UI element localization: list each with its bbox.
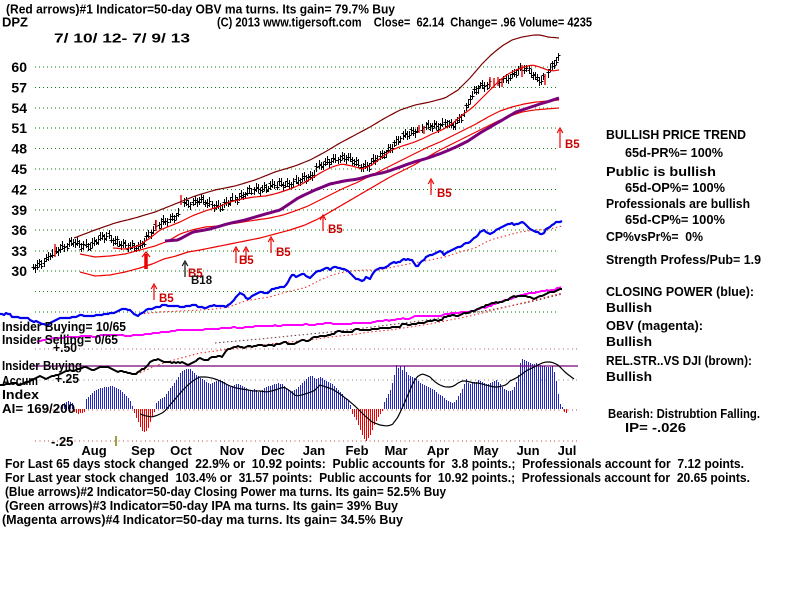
svg-text:For Last year stock changed 1: For Last year stock changed 103.4% or 31… — [5, 470, 750, 485]
svg-text:B5: B5 — [276, 247, 291, 259]
svg-text:B5: B5 — [328, 224, 343, 236]
svg-text:B5: B5 — [437, 188, 452, 200]
svg-text:60: 60 — [11, 59, 27, 75]
svg-text:36: 36 — [11, 222, 27, 238]
svg-text:39: 39 — [11, 202, 27, 218]
svg-text:Insider Selling= 0/65: Insider Selling= 0/65 — [2, 332, 118, 347]
svg-text:Insider Buying: Insider Buying — [2, 358, 82, 373]
svg-text:(Blue arrows)#2 Indicator=50-d: (Blue arrows)#2 Indicator=50-day Closing… — [5, 484, 447, 499]
svg-text:OBV (magenta):: OBV (magenta): — [606, 318, 703, 333]
svg-text:57: 57 — [11, 80, 27, 96]
svg-text:Bullish: Bullish — [606, 369, 652, 384]
svg-text:Sep: Sep — [131, 443, 155, 458]
svg-text:Mar: Mar — [384, 443, 407, 458]
svg-text:33: 33 — [11, 243, 27, 259]
svg-text:Jan: Jan — [303, 443, 325, 458]
svg-text:48: 48 — [11, 141, 27, 157]
svg-text:May: May — [473, 443, 499, 458]
svg-text:Professionals are bullish: Professionals are bullish — [606, 196, 750, 211]
svg-text:Index: Index — [2, 387, 40, 402]
svg-text:B5: B5 — [565, 139, 580, 151]
svg-text:Jul: Jul — [558, 443, 577, 458]
svg-text:Oct: Oct — [170, 443, 192, 458]
svg-text:65d-CP%= 100%: 65d-CP%= 100% — [625, 212, 725, 227]
svg-text:B5: B5 — [159, 293, 174, 305]
svg-text:BULLISH PRICE TREND: BULLISH PRICE TREND — [606, 127, 746, 142]
svg-text:7/ 10/ 12- 7/ 9/ 13: 7/ 10/ 12- 7/ 9/ 13 — [54, 31, 190, 46]
svg-text:AI= 169/200: AI= 169/200 — [2, 401, 75, 416]
svg-text:DPZ: DPZ — [2, 15, 28, 30]
svg-text:B5: B5 — [239, 255, 254, 267]
svg-text:Aug: Aug — [81, 443, 106, 458]
svg-text:Strength Profess/Pub= 1.9: Strength Profess/Pub= 1.9 — [606, 252, 761, 267]
svg-text:65d-PR%= 100%: 65d-PR%= 100% — [625, 145, 723, 160]
svg-text:Insider Buying= 10/65: Insider Buying= 10/65 — [2, 319, 126, 334]
svg-text:30: 30 — [11, 263, 27, 279]
svg-text:IP= -.026: IP= -.026 — [625, 420, 686, 435]
svg-text:(Green arrows)#3 Indicator=50-: (Green arrows)#3 Indicator=50-day IPA ma… — [5, 498, 399, 513]
svg-text:Nov: Nov — [220, 443, 245, 458]
svg-text:CP%vsPr%= 0%: CP%vsPr%= 0% — [606, 229, 703, 244]
svg-text:(Magenta arrows)#4 Indicator=5: (Magenta arrows)#4 Indicator=50-day ma t… — [2, 512, 404, 527]
svg-text:B5: B5 — [188, 268, 203, 280]
svg-text:+.50: +.50 — [53, 340, 77, 355]
svg-text:CLOSING POWER (blue):: CLOSING POWER (blue): — [606, 284, 754, 299]
svg-text:Apr: Apr — [427, 443, 449, 458]
svg-text:(C) 2013 www.tigersoft.com: (C) 2013 www.tigersoft.com Close= 62.14 … — [217, 15, 592, 30]
svg-text:-.25: -.25 — [51, 434, 73, 449]
svg-text:(Red arrows)#1 Indicator=50-da: (Red arrows)#1 Indicator=50-day OBV ma t… — [6, 2, 396, 17]
svg-text:Accum: Accum — [2, 373, 38, 388]
svg-text:Jun: Jun — [516, 443, 539, 458]
svg-text:Bearish: Distrubtion Falling.: Bearish: Distrubtion Falling. — [608, 406, 760, 421]
svg-text:42: 42 — [11, 182, 27, 198]
svg-text:REL.STR..VS DJI (brown):: REL.STR..VS DJI (brown): — [606, 353, 752, 368]
svg-text:Bullish: Bullish — [606, 334, 652, 349]
svg-text:For Last 65 days stock changed: For Last 65 days stock changed 22.9% or … — [5, 456, 744, 471]
svg-text:Feb: Feb — [345, 443, 368, 458]
svg-text:45: 45 — [11, 161, 27, 177]
svg-text:+.25: +.25 — [55, 371, 79, 386]
svg-text:51: 51 — [11, 120, 27, 136]
svg-text:Dec: Dec — [261, 443, 285, 458]
svg-text:54: 54 — [11, 100, 27, 116]
svg-text:Public is bullish: Public is bullish — [606, 164, 716, 179]
svg-text:Bullish: Bullish — [606, 300, 652, 315]
svg-text:65d-OP%= 100%: 65d-OP%= 100% — [625, 180, 725, 195]
svg-text:B18: B18 — [191, 275, 213, 287]
